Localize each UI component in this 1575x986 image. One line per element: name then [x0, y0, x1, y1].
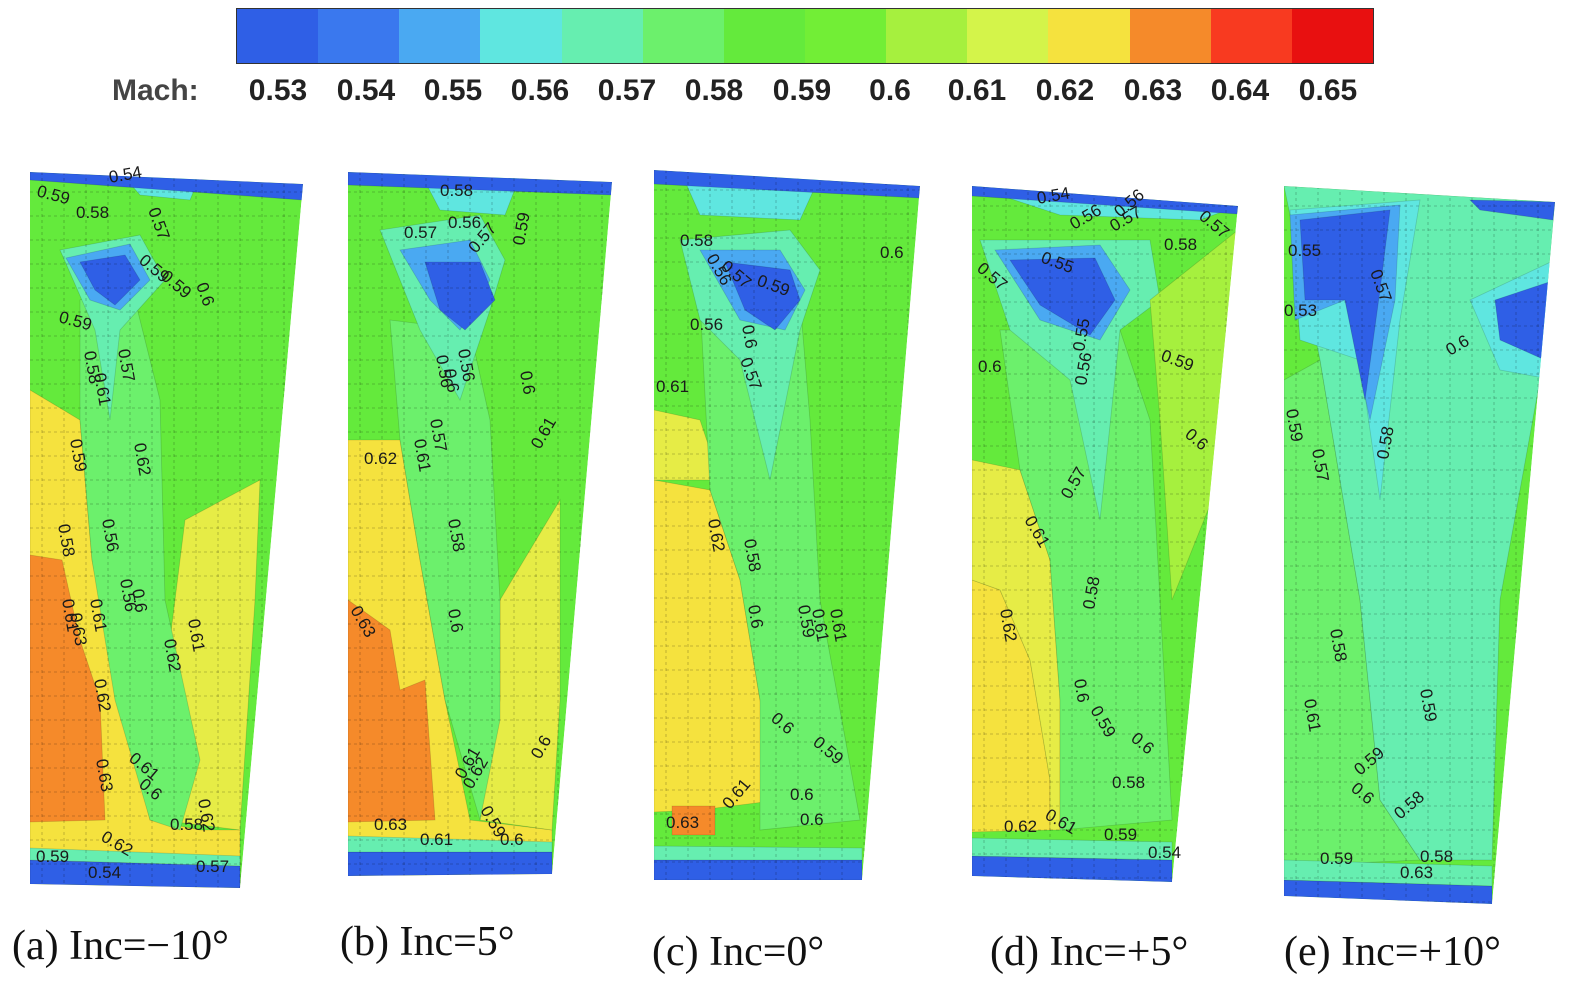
colorbar-swatch — [967, 9, 1049, 63]
caption-panel-b: (b) Inc=5° — [340, 919, 515, 965]
colorbar-swatch — [561, 9, 643, 63]
colorbar-swatch — [804, 9, 887, 63]
colorbar-tick-label: 0.63 — [1123, 74, 1183, 107]
contour-region — [348, 835, 553, 853]
contour-label: 0.6 — [744, 603, 767, 630]
contour-label: 0.6 — [738, 323, 761, 350]
contour-region — [1469, 199, 1555, 221]
colorbar-swatch — [237, 9, 319, 63]
contour-label: 0.58 — [680, 231, 713, 250]
colorbar-tick-label: 0.53 — [248, 74, 308, 107]
contour-label: 0.6 — [128, 587, 151, 614]
contour-region — [1284, 859, 1493, 887]
contour-label: 0.6 — [444, 607, 467, 634]
contour-region — [1149, 229, 1238, 601]
colorbar-swatch — [723, 9, 805, 63]
contour-label: 0.63 — [1400, 863, 1433, 882]
caption-panel-a: (a) Inc=−10° — [12, 923, 229, 969]
contour-region — [724, 261, 801, 331]
colorbar-swatch — [399, 9, 481, 63]
contour-panel: 0.570.540.56 0.570.560.580.550.570.60.550… — [972, 183, 1238, 882]
contour-label: 0.57 — [404, 223, 437, 242]
contour-label: 0.6 — [790, 785, 814, 804]
contour-label: 0.56 — [448, 213, 481, 232]
contour-region — [30, 554, 106, 823]
contour-label: 0.59 — [36, 847, 69, 866]
contour-label: 0.6 — [440, 367, 463, 394]
contour-label: 0.6 — [1070, 677, 1093, 704]
caption-panel-d: (d) Inc=+5° — [990, 929, 1189, 975]
contour-label: 0.63 — [666, 813, 699, 832]
contour-region — [699, 299, 861, 831]
colorbar-tick-label: 0.59 — [772, 74, 832, 107]
colorbar — [236, 8, 1374, 64]
contour-label: 0.56 — [690, 315, 723, 334]
colorbar-title: Mach: — [112, 74, 199, 107]
contour-panel: 0.540.590.58 0.570.590.590.60.590.58 0.570… — [30, 162, 303, 888]
contour-label: 0.6 — [800, 810, 824, 829]
contour-label: 0.58 — [1112, 773, 1145, 792]
contour-label: 0.55 — [1288, 241, 1321, 260]
contour-region — [654, 859, 863, 880]
colorbar-swatch — [1210, 9, 1292, 63]
caption-panel-e: (e) Inc=+10° — [1284, 929, 1501, 975]
contour-label: 0.54 — [88, 863, 121, 882]
contour-label: 0.53 — [1284, 301, 1317, 320]
contour-label: 0.58 — [1164, 235, 1197, 254]
contour-label: 0.59 — [1320, 849, 1353, 868]
contour-label: 0.58 — [170, 815, 203, 834]
contour-label: 0.58 — [440, 181, 473, 200]
colorbar-tick-label: 0.54 — [336, 74, 396, 107]
contour-region — [424, 261, 496, 331]
contour-label: 0.6 — [880, 243, 904, 262]
contour-region — [654, 845, 863, 861]
contour-label: 0.61 — [420, 830, 453, 849]
contour-label: 0.6 — [516, 369, 539, 396]
contour-region — [999, 329, 1173, 831]
contour-region — [1009, 257, 1116, 336]
colorbar-swatch — [480, 9, 562, 63]
contour-panel: 0.580.560.57 0.590.60.560.610.60.570.620.… — [654, 170, 920, 880]
contour-label: 0.54 — [1148, 843, 1181, 862]
colorbar-swatch — [1048, 9, 1130, 63]
contour-label: 0.63 — [374, 815, 407, 834]
colorbar-tick-label: 0.57 — [597, 74, 657, 107]
caption-panel-c: (c) Inc=0° — [652, 929, 825, 975]
colorbar-tick-label: 0.55 — [423, 74, 483, 107]
colorbar-swatch — [318, 9, 400, 63]
contour-region — [671, 805, 716, 836]
contour-label: 0.57 — [196, 857, 229, 876]
colorbar-tick-labels: 0.53 0.54 0.55 0.56 0.57 0.58 0.59 0.6 0.61 0.62 0… — [0, 74, 1575, 114]
colorbar-tick-label: 0.6 — [869, 74, 911, 107]
contour-region — [972, 837, 1173, 861]
colorbar-tick-label: 0.62 — [1035, 74, 1095, 107]
colorbar-swatch — [1291, 9, 1373, 63]
contour-label: 0.62 — [1004, 817, 1037, 836]
colorbar-tick-label: 0.64 — [1210, 74, 1270, 107]
contour-label: 0.61 — [656, 377, 689, 396]
colorbar-tick-label: 0.65 — [1298, 74, 1358, 107]
colorbar-tick-label: 0.61 — [947, 74, 1007, 107]
contour-region — [389, 319, 501, 821]
colorbar-swatch — [886, 9, 968, 63]
colorbar-tick-label: 0.58 — [684, 74, 744, 107]
contour-label: 0.6 — [500, 830, 524, 849]
contour-panel: 0.570.580.560.57 0.590.60.560.560.570.60.… — [347, 172, 612, 876]
contour-label: 0.58 — [76, 203, 109, 222]
contour-label: 0.62 — [364, 449, 397, 468]
contour-label: 0.6 — [978, 357, 1002, 376]
contour-region — [30, 847, 241, 867]
contour-region — [348, 599, 436, 823]
contour-label: 0.59 — [1104, 825, 1137, 844]
contour-region — [972, 855, 1173, 882]
contour-label: 0.58 — [1420, 847, 1453, 866]
contour-panel: 0.550.530.570.60.590.570.580.580.61 0.590… — [1282, 186, 1555, 904]
contour-region — [1299, 209, 1391, 401]
colorbar-tick-label: 0.56 — [510, 74, 570, 107]
colorbar-swatch — [642, 9, 724, 63]
contour-region — [79, 254, 141, 306]
colorbar-swatch — [1129, 9, 1211, 63]
contour-region — [1284, 879, 1493, 904]
